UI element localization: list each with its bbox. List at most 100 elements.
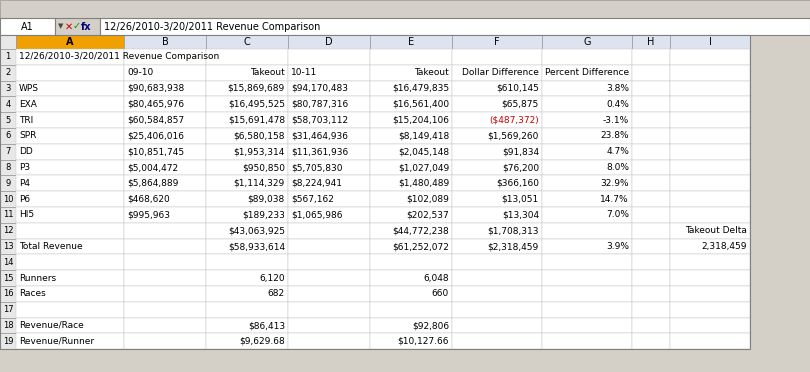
Text: 14.7%: 14.7%	[600, 195, 629, 203]
Text: 3.9%: 3.9%	[606, 242, 629, 251]
Text: A: A	[66, 37, 74, 47]
Text: $15,691,478: $15,691,478	[228, 116, 285, 125]
Text: P4: P4	[19, 179, 30, 188]
Text: $58,933,614: $58,933,614	[228, 242, 285, 251]
Text: I: I	[709, 37, 711, 47]
Text: $90,683,938: $90,683,938	[127, 84, 184, 93]
Text: 660: 660	[432, 289, 449, 298]
Text: $91,834: $91,834	[502, 147, 539, 156]
Text: $58,703,112: $58,703,112	[291, 116, 348, 125]
Text: $2,045,148: $2,045,148	[398, 147, 449, 156]
Text: 3: 3	[6, 84, 11, 93]
Text: 12/26/2010-3/20/2011 Revenue Comparison: 12/26/2010-3/20/2011 Revenue Comparison	[19, 52, 220, 61]
Text: 17: 17	[2, 305, 13, 314]
Text: 10-11: 10-11	[291, 68, 318, 77]
Text: 10: 10	[2, 195, 13, 203]
Text: $189,233: $189,233	[242, 211, 285, 219]
Text: $950,850: $950,850	[242, 163, 285, 172]
Text: $1,065,986: $1,065,986	[291, 211, 343, 219]
Text: $25,406,016: $25,406,016	[127, 131, 184, 140]
Text: $86,413: $86,413	[248, 321, 285, 330]
Text: 1: 1	[6, 52, 11, 61]
Text: $10,127.66: $10,127.66	[398, 337, 449, 346]
Text: 6: 6	[6, 131, 11, 140]
Text: 7.0%: 7.0%	[606, 211, 629, 219]
Text: ✕: ✕	[65, 22, 73, 32]
Text: 14: 14	[2, 258, 13, 267]
Text: $60,584,857: $60,584,857	[127, 116, 184, 125]
Text: F: F	[494, 37, 500, 47]
Text: $65,875: $65,875	[501, 100, 539, 109]
Text: Percent Difference: Percent Difference	[545, 68, 629, 77]
Text: $10,851,745: $10,851,745	[127, 147, 184, 156]
Text: 682: 682	[268, 289, 285, 298]
Text: $8,224,941: $8,224,941	[291, 179, 342, 188]
Text: $468,620: $468,620	[127, 195, 170, 203]
Text: $5,004,472: $5,004,472	[127, 163, 178, 172]
Text: H: H	[647, 37, 654, 47]
Text: $6,580,158: $6,580,158	[233, 131, 285, 140]
Text: $13,051: $13,051	[501, 195, 539, 203]
Text: E: E	[408, 37, 414, 47]
Text: $16,495,525: $16,495,525	[228, 100, 285, 109]
Text: $43,063,925: $43,063,925	[228, 226, 285, 235]
Text: 12/26/2010-3/20/2011 Revenue Comparison: 12/26/2010-3/20/2011 Revenue Comparison	[104, 22, 321, 32]
Text: 6,048: 6,048	[424, 273, 449, 283]
Text: D: D	[325, 37, 333, 47]
Text: $80,787,316: $80,787,316	[291, 100, 348, 109]
Text: 4.7%: 4.7%	[606, 147, 629, 156]
Text: ($487,372): ($487,372)	[489, 116, 539, 125]
Text: $1,569,260: $1,569,260	[488, 131, 539, 140]
Text: $567,162: $567,162	[291, 195, 334, 203]
Text: $5,864,889: $5,864,889	[127, 179, 178, 188]
Text: $44,772,238: $44,772,238	[392, 226, 449, 235]
Text: -3.1%: -3.1%	[603, 116, 629, 125]
Text: DD: DD	[19, 147, 32, 156]
Text: $11,361,936: $11,361,936	[291, 147, 348, 156]
Text: $9,629.68: $9,629.68	[239, 337, 285, 346]
Text: B: B	[162, 37, 168, 47]
Text: $94,170,483: $94,170,483	[291, 84, 348, 93]
Text: $89,038: $89,038	[248, 195, 285, 203]
Text: $2,318,459: $2,318,459	[488, 242, 539, 251]
Text: $61,252,072: $61,252,072	[392, 242, 449, 251]
Text: 18: 18	[2, 321, 13, 330]
Text: $16,561,400: $16,561,400	[392, 100, 449, 109]
Text: Races: Races	[19, 289, 45, 298]
Text: ▼: ▼	[58, 23, 63, 29]
Text: 6,120: 6,120	[259, 273, 285, 283]
Text: $1,953,314: $1,953,314	[233, 147, 285, 156]
Text: SPR: SPR	[19, 131, 36, 140]
Text: $31,464,936: $31,464,936	[291, 131, 348, 140]
Text: A1: A1	[20, 22, 33, 32]
Text: Dollar Difference: Dollar Difference	[463, 68, 539, 77]
Text: $76,200: $76,200	[502, 163, 539, 172]
Text: 15: 15	[2, 273, 13, 283]
Text: $102,089: $102,089	[406, 195, 449, 203]
Text: $15,204,106: $15,204,106	[392, 116, 449, 125]
Text: Takeout Delta: Takeout Delta	[685, 226, 747, 235]
Text: P6: P6	[19, 195, 30, 203]
Text: 16: 16	[2, 289, 13, 298]
Text: TRI: TRI	[19, 116, 33, 125]
Text: 8: 8	[6, 163, 11, 172]
Text: 3.8%: 3.8%	[606, 84, 629, 93]
Text: Revenue/Runner: Revenue/Runner	[19, 337, 94, 346]
Text: 32.9%: 32.9%	[600, 179, 629, 188]
Text: $8,149,418: $8,149,418	[398, 131, 449, 140]
Text: $366,160: $366,160	[496, 179, 539, 188]
Text: $13,304: $13,304	[502, 211, 539, 219]
Text: $80,465,976: $80,465,976	[127, 100, 184, 109]
Text: ✓: ✓	[73, 22, 81, 32]
Text: $92,806: $92,806	[411, 321, 449, 330]
Text: 12: 12	[2, 226, 13, 235]
Text: 4: 4	[6, 100, 11, 109]
Text: G: G	[583, 37, 590, 47]
Text: P3: P3	[19, 163, 30, 172]
Text: $16,479,835: $16,479,835	[392, 84, 449, 93]
Text: Takeout: Takeout	[414, 68, 449, 77]
Text: $610,145: $610,145	[496, 84, 539, 93]
Text: 2: 2	[6, 68, 11, 77]
Text: 9: 9	[6, 179, 11, 188]
Text: 23.8%: 23.8%	[600, 131, 629, 140]
